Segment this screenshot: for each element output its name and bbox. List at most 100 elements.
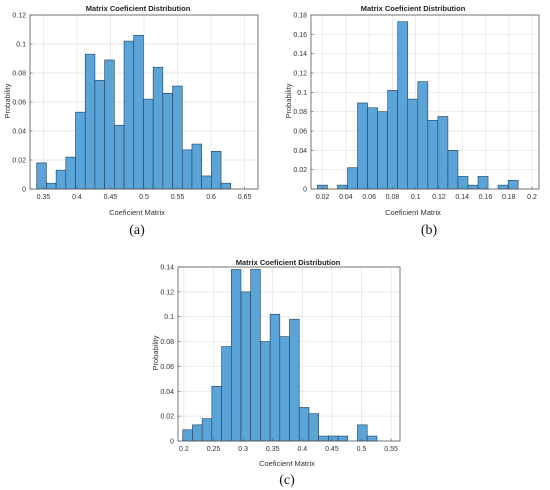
chart-c-bar <box>201 418 213 442</box>
chart-c-title: Matrix Coeficient Distribution <box>236 258 341 267</box>
chart-c-bar <box>298 407 310 442</box>
chart-b-bar <box>497 184 509 190</box>
chart-b-bar <box>437 116 449 190</box>
chart-b-bar <box>447 150 459 190</box>
chart-a-bar <box>104 59 115 190</box>
chart-a-y-tick-label: 0 <box>22 187 26 194</box>
chart-c-bar <box>240 291 251 442</box>
chart-c-y-tick-label: 0.12 <box>160 289 174 296</box>
chart-a-bar <box>36 162 47 190</box>
chart-a-xlabel: Coeficient Matrix <box>109 208 165 217</box>
chart-b-y-tick-label: 0.12 <box>293 71 307 78</box>
chart-b-bar <box>457 176 469 190</box>
chart-a-y-tick-label: 0.1 <box>16 42 26 49</box>
chart-b-caption: (b) <box>421 223 438 238</box>
chart-a-y-tick-label: 0.06 <box>12 100 26 107</box>
chart-c: Matrix Coeficient Distribution Coeficien… <box>151 258 401 488</box>
chart-a-x-tick-label: 0.65 <box>238 194 252 201</box>
chart-b-bar <box>427 120 439 190</box>
chart-b-x-tick-label: 0.08 <box>386 194 400 201</box>
chart-c-y-tick-label: 0.04 <box>160 389 174 396</box>
chart-c-bar <box>328 435 339 442</box>
chart-b-ylabel: Probability <box>284 83 293 118</box>
chart-c-x-tick-label: 0.55 <box>384 446 398 453</box>
chart-c-bar <box>279 336 290 442</box>
chart-a-bar <box>162 93 173 190</box>
chart-c-bar <box>357 424 368 442</box>
chart-b-y-tick-label: 0.06 <box>293 129 307 136</box>
chart-c-axes-box <box>177 266 401 442</box>
chart-b-y-tick-label: 0.16 <box>293 32 307 39</box>
chart-c-caption: (c) <box>279 473 295 488</box>
chart-c-y-tick-label: 0.06 <box>160 364 174 371</box>
chart-a-bar <box>114 124 125 190</box>
chart-c-bar <box>289 318 300 442</box>
chart-b-bar <box>377 111 388 190</box>
chart-b-x-tick-label: 0.18 <box>502 194 516 201</box>
chart-c-y-tick-label: 0.08 <box>160 339 174 346</box>
chart-a-bar <box>220 182 232 190</box>
chart-b-bar <box>417 81 429 190</box>
chart-a-bar <box>181 149 193 190</box>
chart-a-bar <box>75 111 86 190</box>
chart-a-bar <box>201 175 212 190</box>
chart-c-y-tick-label: 0.14 <box>160 265 174 272</box>
chart-a-bar <box>133 34 144 190</box>
chart-a-bar <box>191 143 202 190</box>
chart-c-xlabel: Coeficient Matrix <box>259 459 315 468</box>
chart-a-x-tick-label: 0.5 <box>139 194 149 201</box>
chart-a-x-tick-label: 0.45 <box>104 194 118 201</box>
chart-c-bar <box>337 435 349 442</box>
chart-b-y-tick-label: 0 <box>303 187 307 194</box>
chart-b-y-tick-label: 0.08 <box>293 109 307 116</box>
chart-a-bar <box>55 169 67 190</box>
chart-b-x-tick-label: 0.02 <box>316 194 330 201</box>
chart-a-y-tick-label: 0.02 <box>12 158 26 165</box>
chart-c-x-tick-label: 0.2 <box>179 446 189 453</box>
chart-c-bar <box>211 386 222 442</box>
chart-b-y-tick-label: 0.14 <box>293 51 307 58</box>
chart-a-bar <box>46 182 57 190</box>
chart-a-bar <box>123 40 135 190</box>
chart-a-y-tick-label: 0.08 <box>12 71 26 78</box>
chart-a-x-tick-label: 0.55 <box>171 194 185 201</box>
chart-c-x-tick-label: 0.45 <box>325 446 339 453</box>
chart-b-x-tick-label: 0.16 <box>479 194 493 201</box>
chart-b-title: Matrix Coeficient Distribution <box>361 4 466 13</box>
chart-c-bar <box>269 313 281 442</box>
chart-c-bar <box>221 346 232 442</box>
chart-a-bar <box>84 53 96 190</box>
chart-b-y-tick-label: 0.02 <box>293 167 307 174</box>
chart-c-x-tick-label: 0.5 <box>357 446 367 453</box>
chart-c-bar <box>260 341 271 442</box>
chart-c-bar <box>318 435 329 442</box>
chart-c-bar <box>192 424 203 442</box>
chart-a-y-tick-label: 0.04 <box>12 129 26 136</box>
chart-c-x-tick-label: 0.25 <box>207 446 221 453</box>
chart-b-bar <box>397 21 409 190</box>
chart-c-y-tick-label: 0.02 <box>160 414 174 421</box>
chart-c-ylabel: Probability <box>151 335 160 370</box>
chart-a-bar <box>152 66 164 190</box>
chart-b-y-tick-label: 0.1 <box>297 90 307 97</box>
chart-c-x-tick-label: 0.35 <box>266 446 280 453</box>
chart-a-x-tick-label: 0.35 <box>37 194 51 201</box>
chart-b-xlabel: Coeficient Matrix <box>385 208 441 217</box>
chart-c-y-tick-label: 0 <box>170 439 174 446</box>
chart-c-y-tick-label: 0.1 <box>164 314 174 321</box>
chart-b-bar <box>467 184 479 190</box>
chart-b-bar <box>387 90 399 190</box>
chart-b: Matrix Coeficient Distribution Coeficien… <box>284 4 540 238</box>
chart-b-x-tick-label: 0.2 <box>527 194 537 201</box>
chart-b-y-tick-label: 0.18 <box>293 13 307 20</box>
chart-b-axes-box <box>310 14 540 190</box>
chart-a-caption: (a) <box>129 223 145 238</box>
chart-c-x-tick-label: 0.3 <box>238 446 248 453</box>
chart-a-y-tick-label: 0.12 <box>12 13 26 20</box>
chart-c-x-tick-label: 0.4 <box>297 446 307 453</box>
chart-a-bar <box>172 85 183 190</box>
chart-a: Matrix Coeficient Distribution Coeficien… <box>3 4 259 238</box>
chart-c-bar <box>366 435 378 442</box>
chart-a-ylabel: Probability <box>3 83 12 118</box>
